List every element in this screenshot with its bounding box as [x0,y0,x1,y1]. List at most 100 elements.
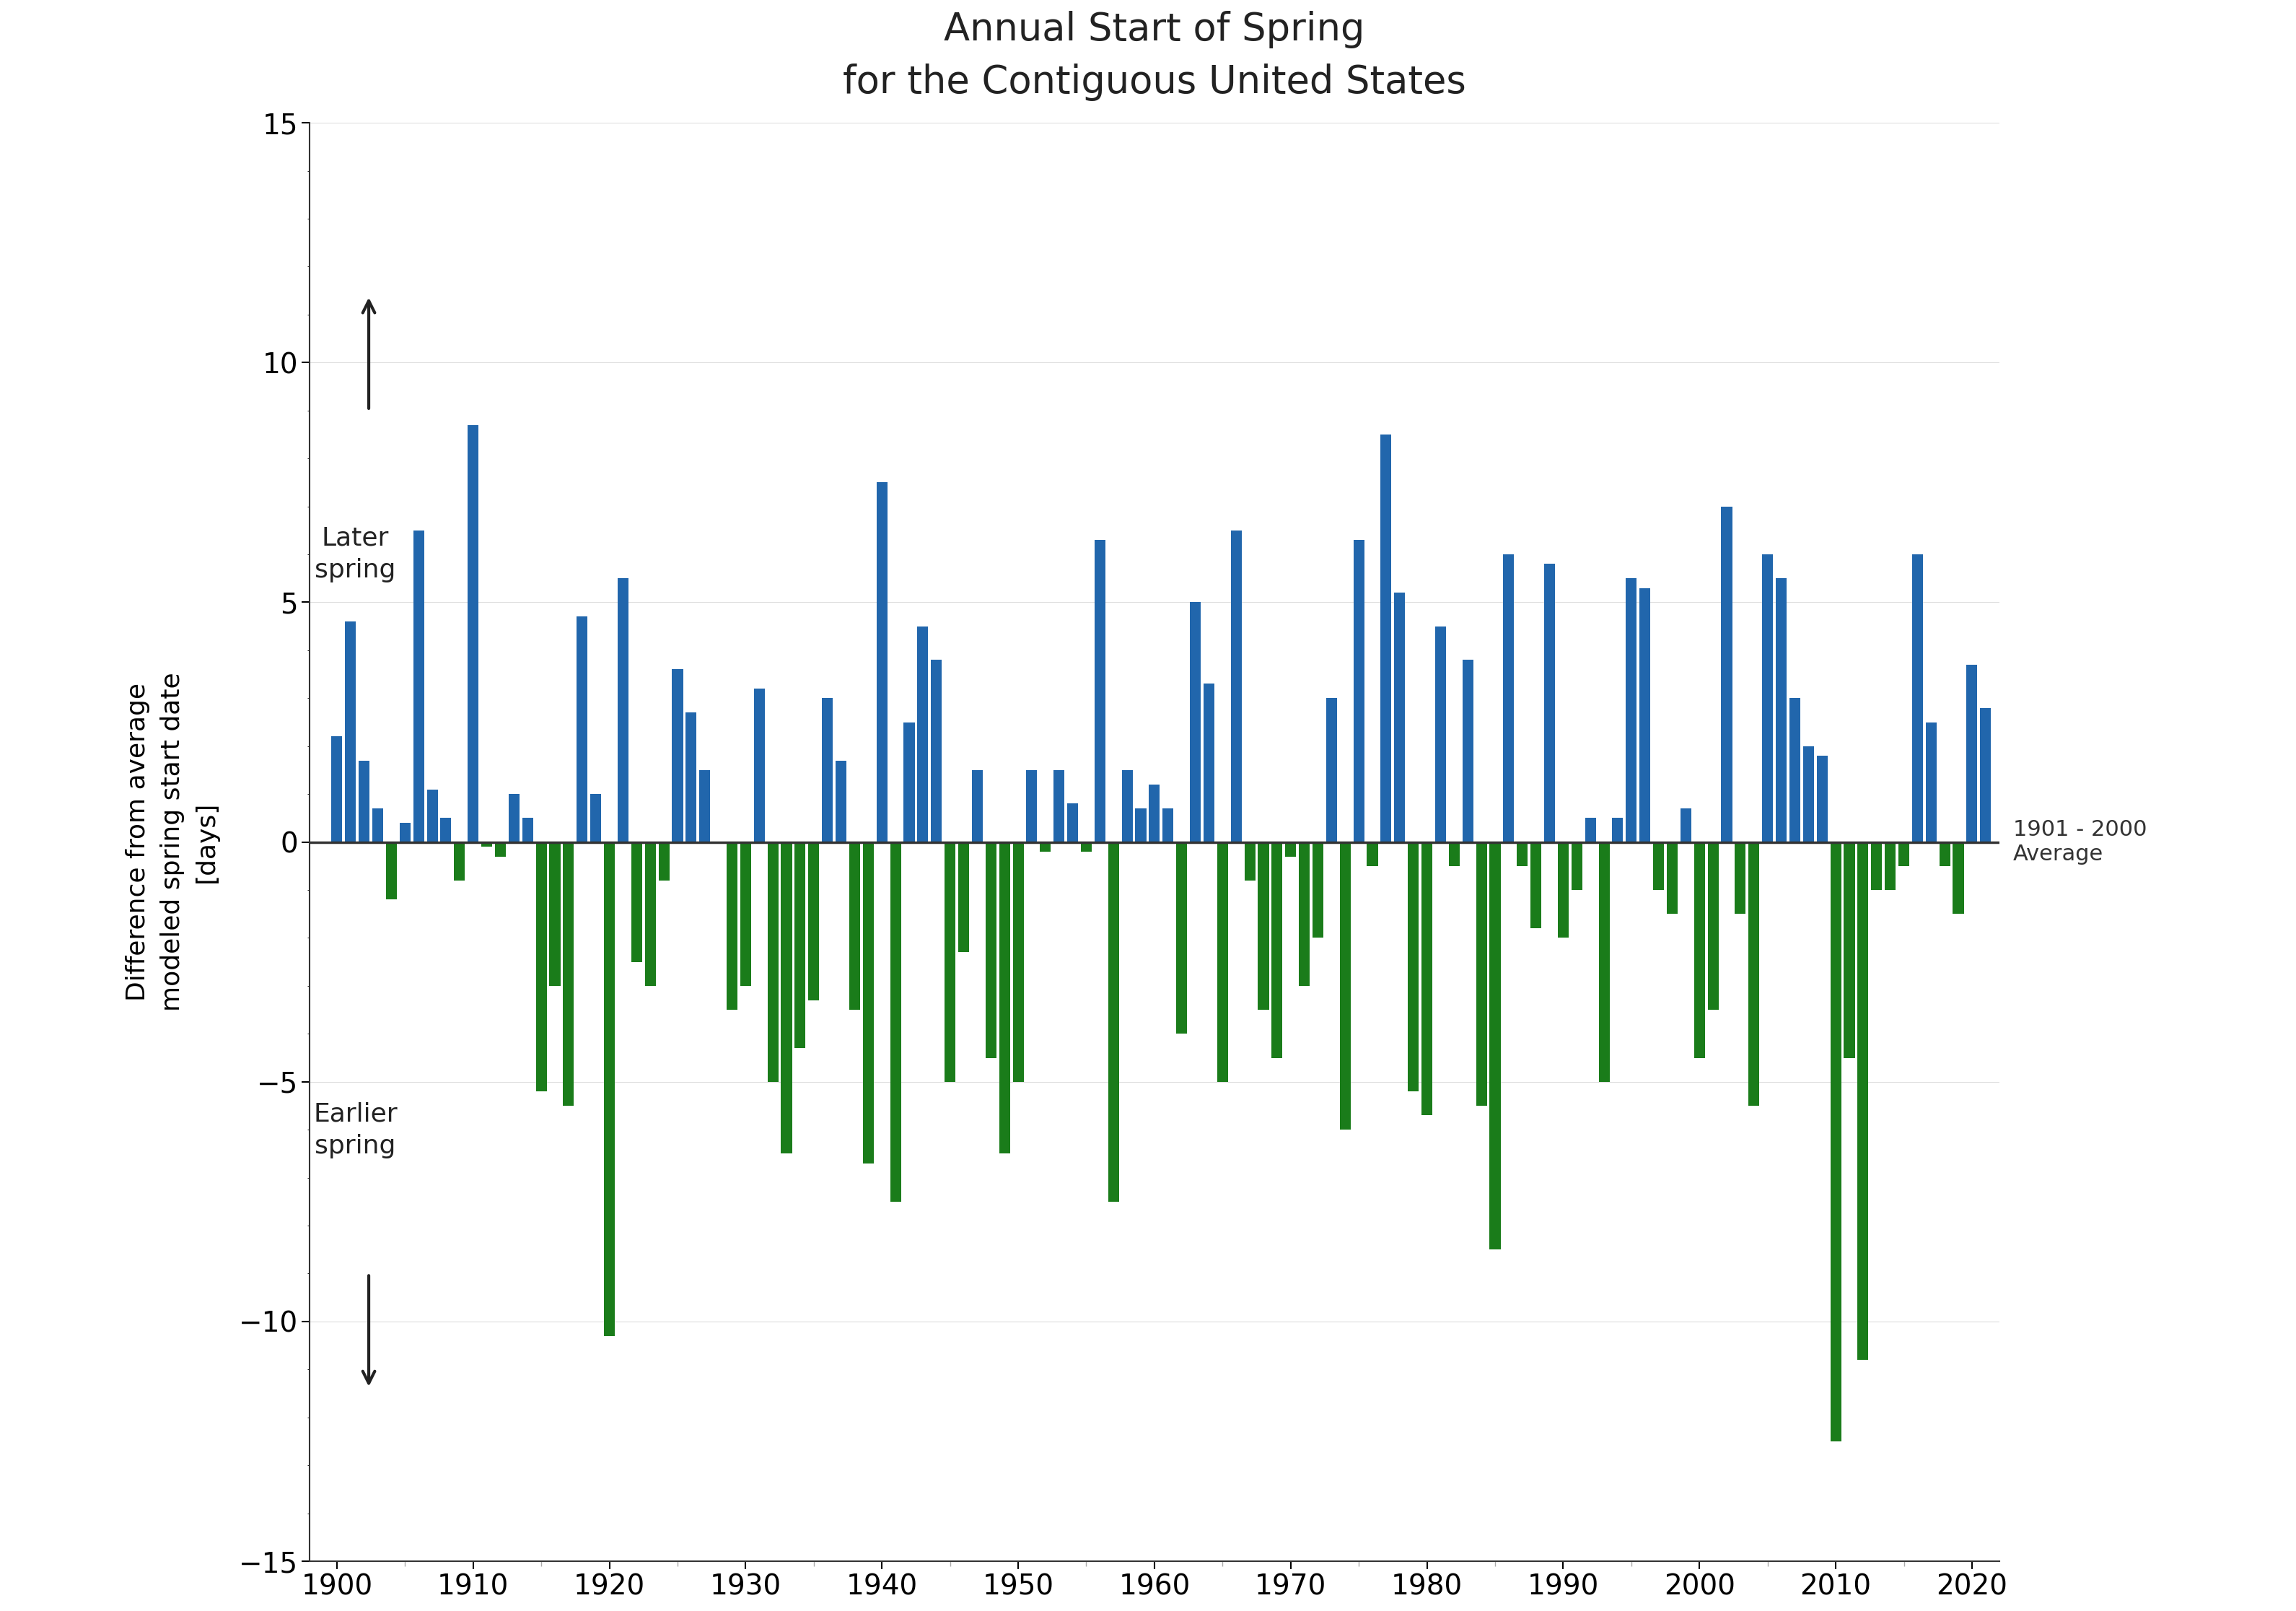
Bar [1531,843,1541,928]
Bar [1134,809,1146,843]
Bar [930,661,941,843]
Bar [386,843,397,899]
Bar [1189,603,1201,843]
Y-axis label: Difference from average
modeled spring start date
[days]: Difference from average modeled spring s… [126,672,218,1012]
Bar [496,843,505,857]
Bar [836,760,847,843]
Bar [781,843,792,1153]
Bar [863,843,875,1163]
Bar [455,843,466,880]
Title: Annual Start of Spring
for the Contiguous United States: Annual Start of Spring for the Contiguou… [843,11,1467,101]
Bar [1463,661,1474,843]
Bar [1040,843,1052,852]
Bar [468,425,478,843]
Bar [1352,540,1364,843]
Bar [753,688,765,843]
Bar [1626,578,1637,843]
Bar [1518,843,1527,867]
Bar [1789,698,1800,843]
Bar [427,789,439,843]
Bar [673,670,682,843]
Bar [1435,627,1446,843]
Bar [739,843,751,986]
Bar [971,770,983,843]
Bar [794,843,806,1049]
Bar [604,843,615,1336]
Bar [1203,683,1215,843]
Bar [1327,698,1336,843]
Bar [1722,506,1731,843]
Bar [576,617,588,843]
Bar [1979,707,1991,843]
Bar [1176,843,1187,1034]
Bar [331,736,342,843]
Bar [1545,564,1554,843]
Bar [1313,843,1322,938]
Bar [1054,770,1065,843]
Bar [413,530,425,843]
Bar [1231,530,1242,843]
Bar [1407,843,1419,1091]
Bar [1068,804,1079,843]
Bar [1300,843,1309,986]
Bar [1816,756,1828,843]
Bar [1667,843,1678,913]
Bar [1965,665,1977,843]
Text: 1901 - 2000
Average: 1901 - 2000 Average [2014,820,2147,865]
Bar [1421,843,1433,1115]
Bar [1095,540,1104,843]
Text: Earlier
spring: Earlier spring [312,1102,397,1158]
Bar [1750,843,1759,1105]
Bar [891,843,900,1202]
Bar [726,843,737,1010]
Bar [1081,843,1091,852]
Bar [441,818,452,843]
Bar [1639,588,1651,843]
Bar [563,843,574,1105]
Bar [1736,843,1745,913]
Bar [1504,554,1513,843]
Bar [1871,843,1883,889]
Bar [372,809,383,843]
Bar [1449,843,1460,867]
Bar [767,843,778,1081]
Bar [1694,843,1706,1058]
Bar [985,843,996,1058]
Bar [1940,843,1949,867]
Bar [1612,818,1623,843]
Bar [1570,843,1582,889]
Bar [1258,843,1270,1010]
Bar [659,843,670,880]
Bar [1885,843,1896,889]
Bar [1926,722,1936,843]
Bar [1954,843,1963,913]
Bar [877,482,886,843]
Bar [1802,746,1814,843]
Bar [1162,809,1173,843]
Bar [999,843,1010,1153]
Bar [1123,770,1132,843]
Bar [1394,593,1405,843]
Bar [507,794,519,843]
Bar [1598,843,1609,1081]
Bar [944,843,955,1081]
Bar [535,843,546,1091]
Text: Later
spring: Later spring [315,525,395,583]
Bar [1899,843,1910,867]
Bar [521,818,533,843]
Bar [631,843,643,962]
Bar [1148,785,1159,843]
Bar [618,578,629,843]
Bar [645,843,657,986]
Bar [400,823,411,843]
Bar [808,843,820,1000]
Bar [1653,843,1665,889]
Bar [1557,843,1568,938]
Bar [1380,435,1391,843]
Bar [1761,554,1773,843]
Bar [1476,843,1488,1105]
Bar [1490,843,1502,1250]
Bar [1775,578,1786,843]
Bar [1286,843,1297,857]
Bar [358,760,370,843]
